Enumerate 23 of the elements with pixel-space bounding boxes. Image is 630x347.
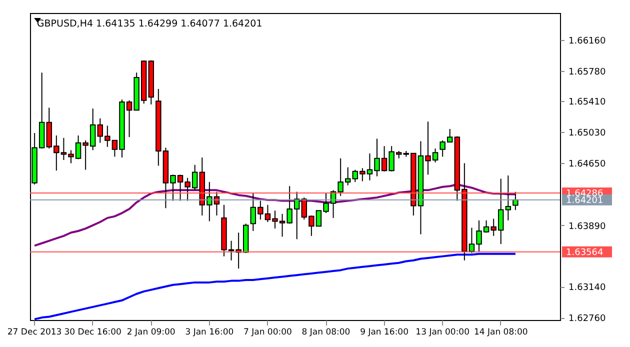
y-tick-label: 1.64650 bbox=[568, 160, 606, 170]
y-tick-label: 1.63140 bbox=[568, 283, 606, 294]
x-tick-label: 30 Dec 16:00 bbox=[64, 328, 122, 338]
text: GBPUSD,H4 1.64135 1.64299 1.64077 1.64201 bbox=[36, 18, 262, 30]
x-tick-label: 27 Dec 2013 bbox=[7, 328, 62, 338]
y-tick-label: 1.63890 bbox=[568, 222, 606, 232]
candlestick bbox=[512, 191, 518, 211]
x-tick-label: 13 Jan 00:00 bbox=[416, 328, 470, 338]
line-series bbox=[34, 183, 516, 247]
x-tick-label: 2 Jan 09:00 bbox=[126, 328, 176, 338]
y-tick-label: 1.65410 bbox=[568, 98, 606, 108]
line-series bbox=[34, 252, 516, 320]
x-tick-label: 8 Jan 08:00 bbox=[302, 328, 350, 338]
x-tick-label: 7 Jan 00:00 bbox=[244, 328, 292, 338]
x-tick-label: 14 Jan 08:00 bbox=[474, 328, 528, 338]
ref-line-label: 1.63564 bbox=[566, 248, 604, 258]
y-tick-label: 1.65030 bbox=[568, 128, 606, 139]
candlestick bbox=[505, 174, 512, 221]
x-tick-label: 3 Jan 16:00 bbox=[185, 328, 234, 338]
y-tick-label: 1.66160 bbox=[568, 36, 606, 46]
y-tick-label: 1.65780 bbox=[568, 67, 606, 78]
x-tick-label: 9 Jan 16:00 bbox=[360, 328, 409, 338]
y-tick-label: 1.62760 bbox=[568, 314, 606, 324]
